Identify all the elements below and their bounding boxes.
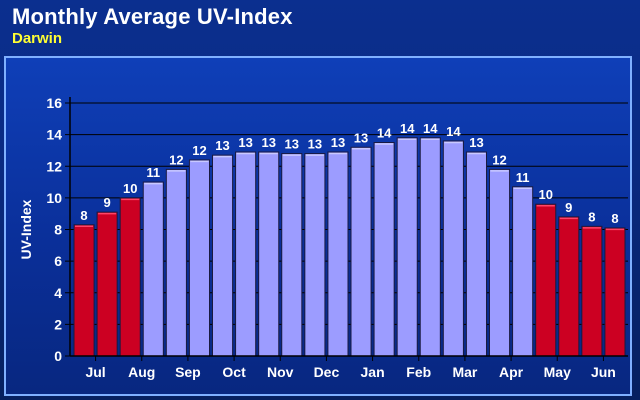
y-tick-label: 4	[54, 285, 62, 301]
data-label: 13	[215, 138, 229, 153]
data-label: 8	[588, 209, 595, 224]
data-label: 11	[516, 170, 530, 185]
bar	[396, 137, 418, 357]
bar	[188, 159, 211, 357]
data-label: 11	[146, 165, 160, 180]
bar	[96, 211, 118, 357]
bar	[373, 142, 395, 357]
data-label: 13	[308, 137, 322, 152]
x-tick-label: Jul	[85, 364, 105, 380]
bar	[327, 151, 349, 357]
uv-bar-chart: 0 2 4 6 8 10 12 14 16 UV-Index 8 9 10 11 12 12 13 13 13 13 1…	[18, 95, 628, 380]
data-label: 14	[400, 121, 415, 136]
bar	[165, 168, 187, 357]
bar	[604, 227, 626, 357]
bar	[489, 168, 511, 357]
bar	[304, 153, 326, 357]
y-tick-label: 0	[54, 348, 62, 364]
x-tick-label: Oct	[222, 364, 246, 380]
x-tick-label: Apr	[499, 364, 524, 380]
chart-title: Monthly Average UV-Index	[12, 4, 293, 29]
x-tick-label: May	[544, 364, 571, 380]
data-label: 8	[80, 208, 87, 223]
y-tick-label: 2	[54, 316, 62, 332]
x-tick-label: Mar	[452, 364, 477, 380]
data-label: 13	[261, 135, 275, 150]
data-label: 13	[285, 137, 299, 152]
y-tick-label: 14	[46, 127, 62, 143]
data-label: 9	[565, 200, 572, 215]
x-tick-label: Dec	[314, 364, 340, 380]
chart-panel: 0 2 4 6 8 10 12 14 16 UV-Index 8 9 10 11 12 12 13 13 13 13 1…	[4, 56, 632, 396]
y-axis-title: UV-Index	[18, 199, 34, 259]
data-label: 10	[538, 187, 552, 202]
bar	[535, 203, 557, 357]
bar	[465, 151, 487, 357]
x-tick-label: Nov	[267, 364, 294, 380]
axes	[65, 97, 628, 361]
data-label: 9	[104, 195, 111, 210]
bar	[258, 151, 280, 357]
chart-subtitle: Darwin	[12, 30, 63, 47]
y-tick-label: 8	[54, 222, 62, 238]
bar	[212, 154, 234, 357]
bars	[73, 137, 626, 357]
y-tick-label: 16	[46, 95, 62, 111]
x-tick-label: Jun	[591, 364, 616, 380]
y-tick-label: 12	[46, 158, 62, 174]
bar	[558, 216, 580, 357]
data-label: 12	[492, 152, 506, 167]
bar	[235, 151, 257, 357]
x-tick-label: Jan	[361, 364, 385, 380]
bar	[142, 181, 164, 357]
data-label: 13	[469, 135, 483, 150]
x-tick-label: Aug	[128, 364, 155, 380]
bar	[442, 140, 464, 357]
bar	[350, 146, 372, 357]
data-label: 14	[377, 126, 392, 141]
bar	[119, 197, 141, 357]
data-label: 8	[611, 211, 618, 226]
labels: 0 2 4 6 8 10 12 14 16 UV-Index 8 9 10 11 12 12 13 13 13 13 1…	[18, 95, 619, 380]
data-label: 12	[192, 143, 206, 158]
data-label: 13	[238, 135, 252, 150]
bar	[419, 137, 441, 357]
x-tick-label: Feb	[406, 364, 431, 380]
data-label: 14	[423, 121, 438, 136]
data-label: 13	[331, 135, 345, 150]
y-tick-label: 10	[46, 190, 62, 206]
x-tick-label: Sep	[175, 364, 201, 380]
bar	[73, 224, 95, 357]
bar	[512, 186, 534, 357]
data-label: 10	[123, 181, 137, 196]
data-label: 14	[446, 124, 461, 139]
bar	[281, 153, 303, 357]
y-tick-label: 6	[54, 253, 62, 269]
data-label: 12	[169, 152, 183, 167]
bar	[581, 225, 603, 357]
data-label: 13	[354, 130, 368, 145]
